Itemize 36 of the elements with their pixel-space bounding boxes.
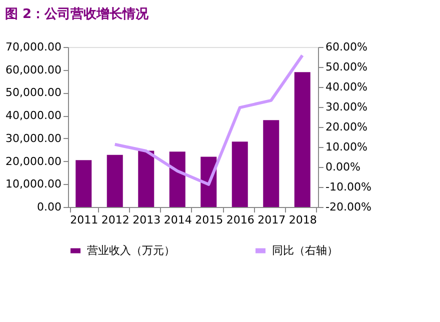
y-tick-label: 30,000.00 [6, 132, 62, 145]
legend-label: 营业收入（万元） [87, 244, 175, 257]
y-tick-label: 20,000.00 [6, 154, 62, 168]
y-tick-label: 40,000.00 [6, 109, 62, 122]
bar [138, 150, 154, 207]
y2-tick-label: 10.00% [326, 140, 368, 154]
y2-tick-label: 60.00% [326, 40, 368, 54]
x-tick-label: 2015 [195, 214, 224, 226]
x-tick-label: 2013 [132, 214, 161, 226]
x-tick-label: 2017 [258, 214, 286, 226]
bar [169, 152, 186, 207]
line-series [113, 54, 304, 186]
x-tick-label: 2016 [226, 214, 254, 226]
y-tick-label: 70,000.00 [6, 40, 62, 54]
x-tick-label: 2012 [101, 214, 130, 226]
bar [294, 72, 310, 207]
y2-tick-label: -10.00% [326, 180, 372, 194]
y2-tick-label: 30.00% [326, 100, 368, 114]
y-tick-label: 50,000.00 [6, 86, 62, 100]
bar [232, 142, 248, 207]
y-tick-label: 60,000.00 [6, 63, 62, 76]
x-tick-label: 2014 [164, 214, 192, 226]
x-tick-label: 2018 [288, 214, 317, 226]
y2-tick-label: 0.00% [326, 160, 360, 174]
chart-title: 图 2：公司营收增长情况 [5, 6, 150, 22]
y2-tick-label: 50.00% [326, 60, 368, 74]
y2-tick-label: 40.00% [326, 80, 368, 94]
y-tick-label: 0.00 [37, 200, 62, 214]
y-tick-label: 10,000.00 [6, 178, 62, 191]
x-tick-label: 2011 [70, 214, 98, 226]
legend-label: 同比（右轴） [272, 244, 338, 257]
bar [263, 120, 280, 207]
bar [106, 154, 123, 207]
y2-tick-label: -20.00% [326, 200, 372, 214]
bar [76, 160, 92, 207]
y2-tick-label: 20.00% [326, 120, 368, 134]
